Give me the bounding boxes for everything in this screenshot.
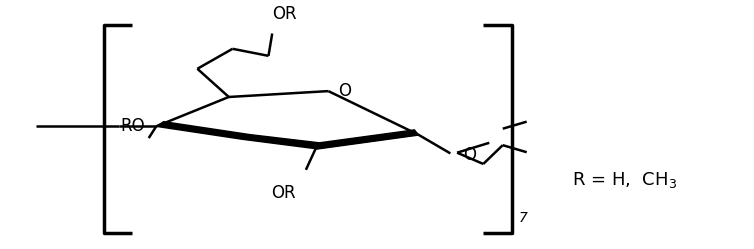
Text: OR: OR [272,5,297,23]
Text: O: O [338,82,351,100]
Polygon shape [156,122,418,149]
Text: OR: OR [271,184,296,202]
Text: RO: RO [121,117,145,135]
Text: R = H,  CH$_3$: R = H, CH$_3$ [572,170,676,190]
Text: O: O [463,146,477,164]
Text: 7: 7 [520,211,528,225]
